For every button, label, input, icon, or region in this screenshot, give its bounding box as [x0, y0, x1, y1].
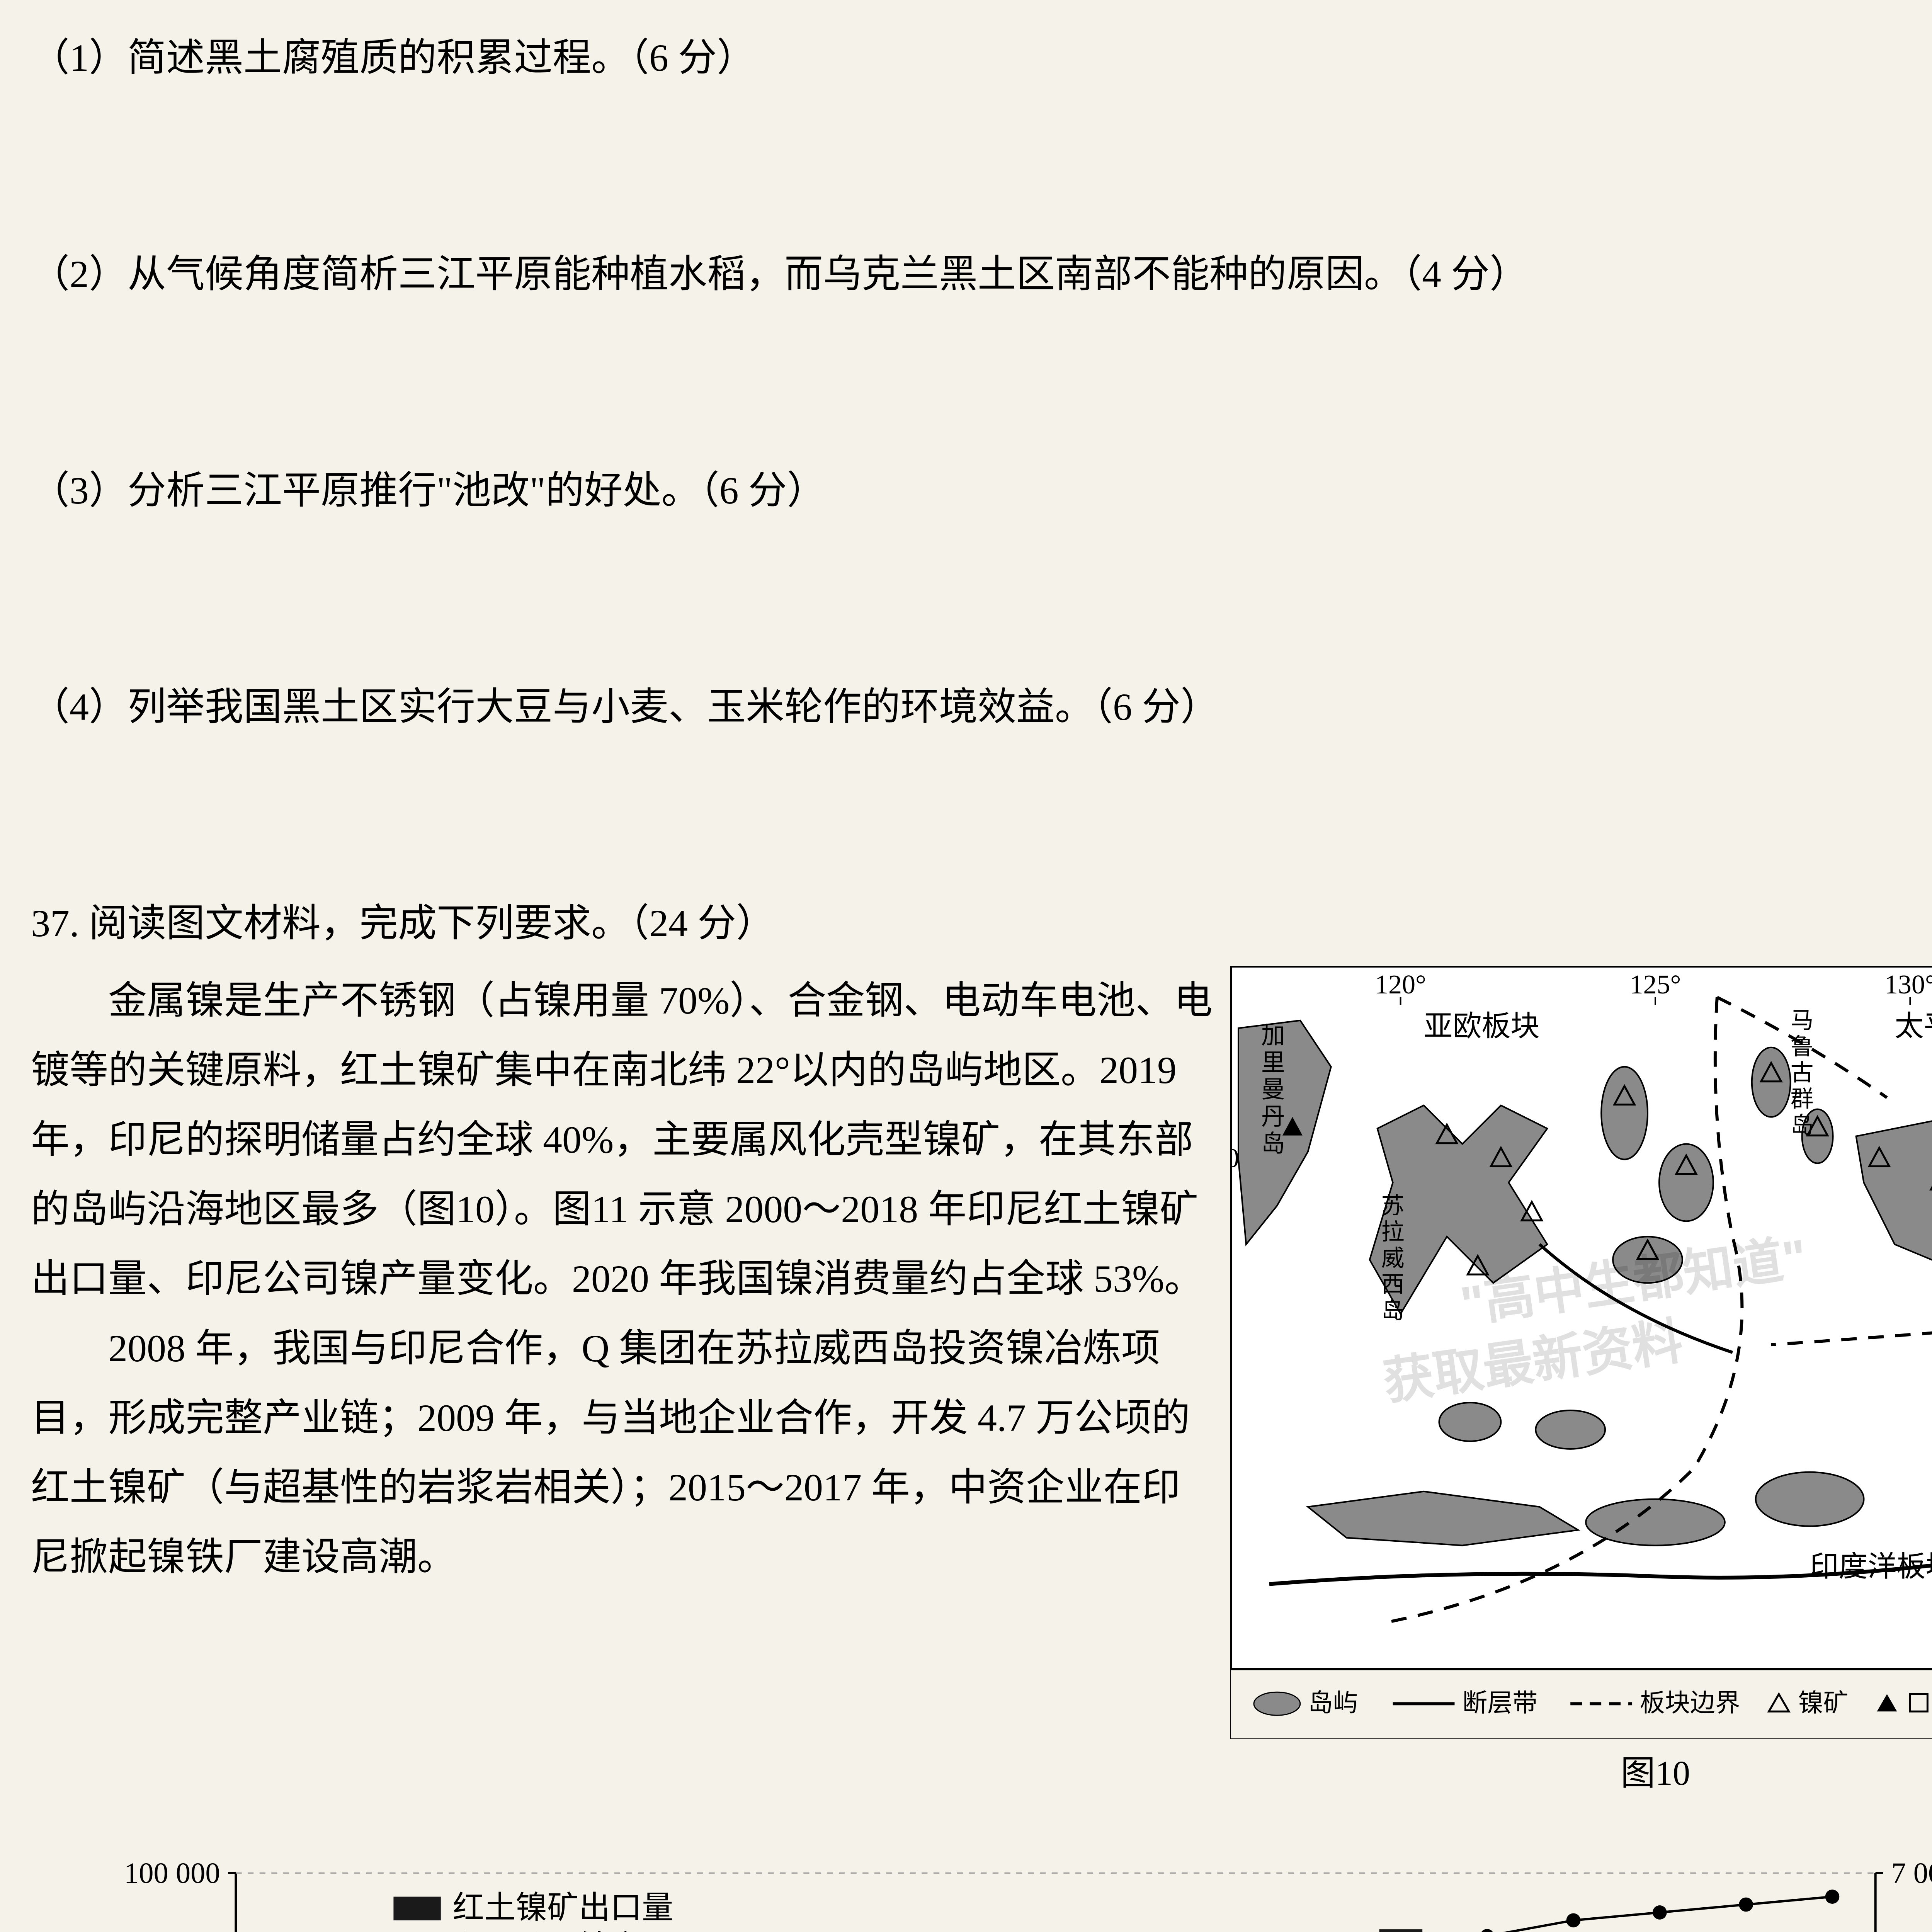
map-caption: 图10	[1230, 1745, 1932, 1795]
svg-text:印度洋板块: 印度洋板块	[1810, 1551, 1932, 1583]
svg-text:加: 加	[1261, 1023, 1285, 1049]
svg-text:古: 古	[1791, 1060, 1814, 1086]
svg-text:太平洋板块: 太平洋板块	[1895, 1010, 1932, 1043]
svg-text:鲁: 鲁	[1791, 1034, 1814, 1060]
svg-text:丹: 丹	[1261, 1104, 1285, 1130]
nickel-chart: 50 00060 00070 00080 00090 000100 00001 …	[31, 1826, 1932, 1932]
svg-text:曼: 曼	[1261, 1077, 1285, 1103]
svg-text:镍矿: 镍矿	[1798, 1689, 1849, 1717]
svg-text:岛: 岛	[1791, 1113, 1814, 1138]
indonesia-map: 120°125°130°0°加里曼丹岛亚欧板块马鲁古群岛太平洋板块苏拉威西岛▲ …	[1230, 966, 1932, 1739]
svg-text:100 000: 100 000	[124, 1857, 220, 1889]
question-37-header: 37. 阅读图文材料，完成下列要求。（24 分）	[31, 889, 1932, 958]
svg-text:130°: 130°	[1884, 970, 1932, 1000]
map-column: 120°125°130°0°加里曼丹岛亚欧板块马鲁古群岛太平洋板块苏拉威西岛▲ …	[1230, 966, 1932, 1795]
svg-text:里: 里	[1261, 1050, 1285, 1076]
q37-para1: 金属镍是生产不锈钢（占镍用量 70%）、合金钢、电动车电池、电镀等的关键原料，红…	[31, 966, 1215, 1314]
svg-text:拉: 拉	[1381, 1219, 1405, 1245]
svg-text:威: 威	[1381, 1245, 1405, 1271]
question-37-text: 金属镍是生产不锈钢（占镍用量 70%）、合金钢、电动车电池、电镀等的关键原料，红…	[31, 966, 1215, 1795]
svg-text:印尼公司镍产量: 印尼公司镍产量	[452, 1930, 673, 1932]
svg-text:群: 群	[1791, 1087, 1814, 1112]
question-37-content-row: 金属镍是生产不锈钢（占镍用量 70%）、合金钢、电动车电池、电镀等的关键原料，红…	[31, 966, 1932, 1795]
question-2: （2）从气候角度简析三江平原能种植水稻，而乌克兰黑土区南部不能种的原因。（4 分…	[31, 240, 1932, 309]
svg-text:断层带: 断层带	[1462, 1689, 1537, 1717]
svg-text:125°: 125°	[1630, 970, 1681, 1000]
q37-para2: 2008 年，我国与印尼合作，Q 集团在苏拉威西岛投资镍冶炼项目，形成完整产业链…	[31, 1314, 1215, 1592]
svg-text:7 000: 7 000	[1891, 1857, 1932, 1889]
svg-text:岛: 岛	[1381, 1298, 1405, 1323]
svg-text:马: 马	[1791, 1008, 1814, 1033]
svg-text:岛屿: 岛屿	[1308, 1689, 1358, 1717]
chart-container: 50 00060 00070 00080 00090 000100 00001 …	[31, 1826, 1932, 1932]
question-1: （1）简述黑土腐殖质的积累过程。（6 分）	[31, 23, 1932, 93]
question-3: （3）分析三江平原推行"池改"的好处。（6 分）	[31, 456, 1932, 526]
svg-text:亚欧板块: 亚欧板块	[1424, 1010, 1540, 1043]
svg-text:红土镍矿出口量: 红土镍矿出口量	[452, 1890, 673, 1925]
question-4: （4）列举我国黑土区实行大豆与小麦、玉米轮作的环境效益。（6 分）	[31, 672, 1932, 742]
svg-text:板块边界: 板块边界	[1640, 1689, 1740, 1717]
svg-text:西: 西	[1381, 1272, 1405, 1297]
svg-text:120°: 120°	[1375, 970, 1426, 1000]
svg-text:岛: 岛	[1261, 1131, 1285, 1157]
svg-text:苏: 苏	[1381, 1193, 1405, 1218]
